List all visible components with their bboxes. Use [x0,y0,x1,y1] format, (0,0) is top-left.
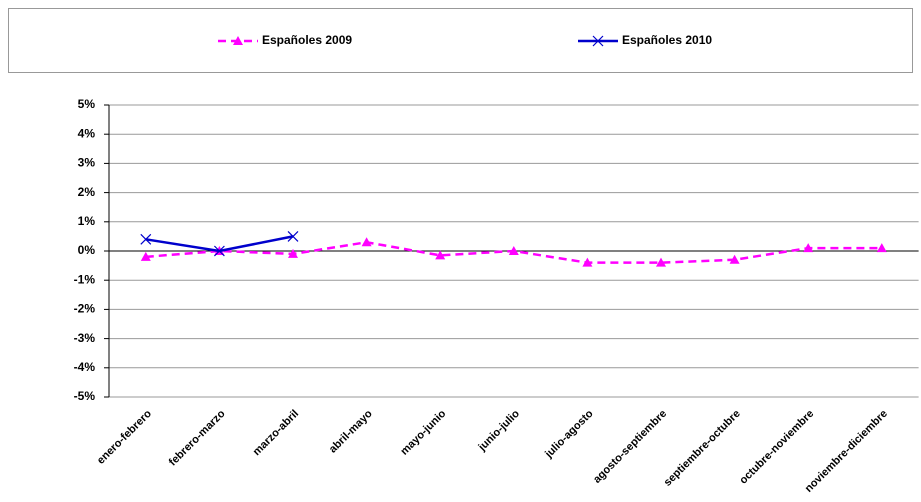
y-tick-label: -5% [74,389,96,403]
x-tick-label: abril-mayo [327,408,375,456]
marker [213,245,225,257]
y-tick-label: -2% [74,302,96,316]
marker [582,257,593,267]
y-tick-label: 4% [78,126,96,140]
y-tick-label: 0% [78,243,96,257]
x-tick-label: julio-agosto [542,407,595,460]
marker [729,254,740,264]
marker [592,35,604,47]
marker [656,257,666,267]
legend-label: Españoles 2009 [262,33,352,47]
marker [140,233,152,245]
x-tick-label: febrero-marzo [167,407,228,468]
x-tick-label: septiembre-octubre [662,408,743,489]
marker [361,237,372,247]
x-tick-label: noviembre-diciembre [803,408,890,495]
y-tick-label: -1% [74,272,96,286]
y-tick-label: 1% [78,214,96,228]
marker [803,243,814,253]
legend-label: Españoles 2010 [622,33,712,47]
x-tick-label: junio-julio [476,407,523,454]
x-tick-label: marzo-abril [251,408,301,458]
marker [508,246,519,255]
marker [140,251,151,261]
y-tick-label: 5% [78,97,96,111]
legend-box [8,8,913,73]
x-tick-label: agosto-septiembre [591,408,669,486]
y-tick-label: -3% [74,331,96,345]
marker [233,36,243,45]
marker [287,230,299,242]
x-tick-label: mayo-junio [398,407,448,457]
y-tick-label: 3% [78,156,96,170]
marker [876,243,887,253]
marker [435,250,446,260]
marker [288,248,298,258]
x-tick-label: enero-febrero [95,408,154,467]
y-tick-label: -4% [74,360,96,374]
x-tick-label: octubre-noviembre [737,408,816,487]
y-tick-label: 2% [78,185,96,199]
